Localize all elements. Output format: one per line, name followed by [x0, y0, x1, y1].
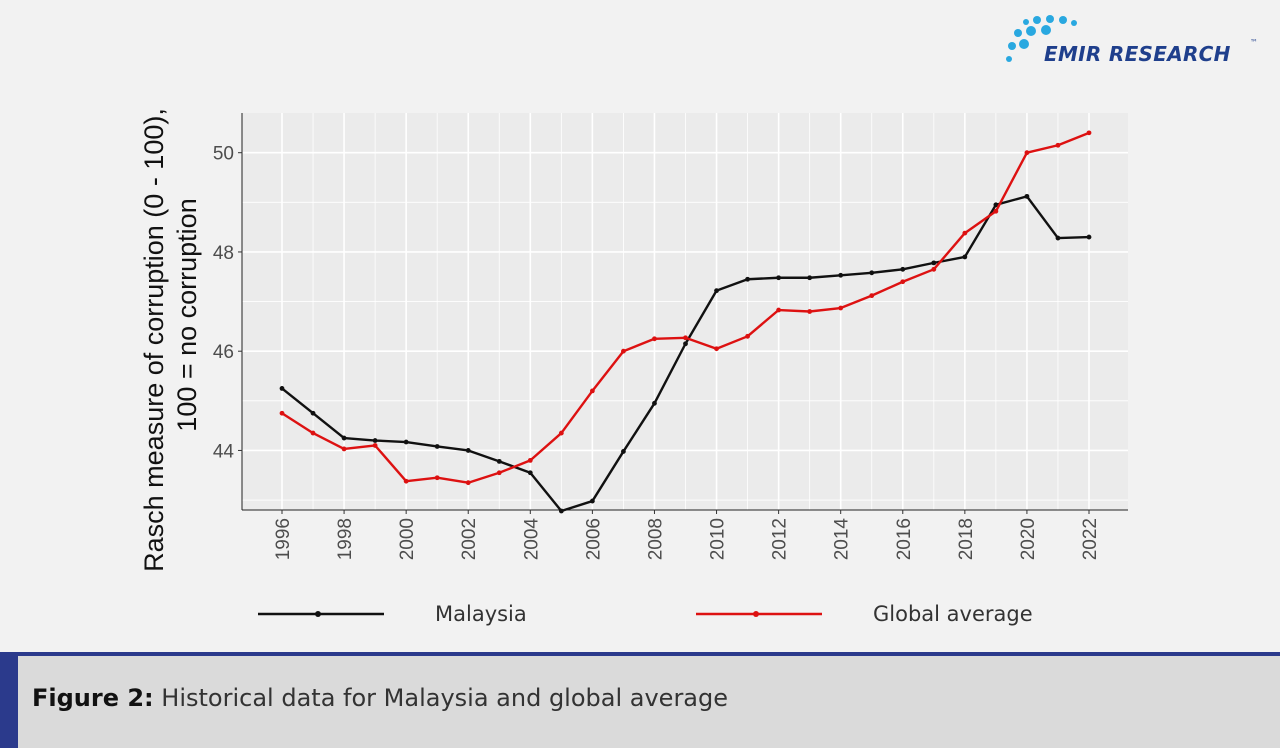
series	[279, 130, 1092, 514]
data-point-malaysia	[589, 498, 595, 504]
data-point-malaysia	[869, 270, 875, 276]
x-tick-label: 2022	[1080, 518, 1101, 560]
y-tick-label: 50	[213, 144, 234, 165]
data-point-global-average	[807, 309, 813, 314]
x-tick-label: 2016	[894, 518, 915, 560]
data-point-global-average	[776, 307, 782, 313]
data-point-malaysia	[838, 272, 844, 278]
data-point-global-average	[869, 293, 875, 299]
data-point-global-average	[279, 410, 285, 416]
axes	[241, 113, 1128, 511]
brand-logo: EMIR RESEARCH ™	[1004, 14, 1264, 74]
data-point-malaysia	[993, 202, 999, 208]
x-tick-label: 2018	[956, 518, 977, 560]
x-tick-label: 2014	[832, 518, 853, 561]
legend-marker-malaysia	[315, 611, 321, 617]
data-point-malaysia	[310, 410, 316, 416]
data-point-global-average	[589, 388, 595, 394]
plot-area	[242, 113, 1128, 510]
data-point-global-average	[745, 333, 750, 339]
data-point-malaysia	[465, 448, 471, 453]
x-tick-label: 2004	[521, 518, 542, 561]
x-tick-label: 2008	[645, 518, 666, 560]
y-tick-label: 44	[213, 441, 235, 462]
data-point-global-average	[527, 457, 533, 463]
x-tick-label: 2012	[770, 518, 791, 560]
data-point-global-average	[962, 230, 968, 236]
data-point-malaysia	[496, 458, 502, 464]
data-point-global-average	[838, 305, 844, 311]
plot-background	[242, 113, 1128, 510]
data-point-global-average	[993, 208, 999, 214]
data-point-malaysia	[931, 260, 937, 266]
figure-caption: Figure 2: Historical data for Malaysia a…	[32, 684, 728, 712]
legend-label-global-average: Global average	[873, 602, 1033, 626]
data-point-global-average	[465, 480, 471, 486]
data-point-malaysia	[527, 470, 533, 476]
data-point-global-average	[1086, 130, 1092, 136]
data-point-malaysia	[683, 341, 688, 347]
y-axis-label-line2: 100 = no corruption	[172, 198, 202, 431]
x-tick-label: 1996	[273, 518, 294, 560]
data-point-global-average	[652, 336, 657, 342]
data-point-global-average	[900, 279, 906, 285]
tick-labels: 44 46 48 50 1996 1998 2000 2002 2004 2006 2008 2010…	[213, 144, 1101, 561]
data-point-global-average	[496, 470, 502, 476]
caption-accent	[0, 656, 18, 748]
data-point-global-average	[310, 430, 316, 436]
data-point-malaysia	[341, 435, 347, 441]
line-chart: 44 46 48 50 1996 1998 2000 2002 2004 2006 2008 2010…	[139, 108, 1128, 626]
data-point-global-average	[683, 335, 688, 341]
grid	[242, 113, 1128, 510]
x-tick-label: 1998	[335, 518, 356, 560]
caption-description: Historical data for Malaysia and global …	[161, 684, 729, 712]
brand-trademark: ™	[1250, 38, 1258, 47]
data-point-global-average	[372, 443, 378, 448]
data-point-malaysia	[776, 275, 782, 281]
x-tick-label: 2002	[459, 518, 480, 560]
data-point-malaysia	[652, 400, 657, 406]
data-point-global-average	[341, 446, 347, 452]
data-point-malaysia	[434, 444, 440, 449]
x-tick-label: 2020	[1018, 518, 1039, 560]
data-point-malaysia	[372, 438, 378, 443]
data-point-malaysia	[745, 276, 750, 282]
y-tick-label: 48	[213, 243, 234, 264]
data-point-global-average	[1024, 150, 1030, 156]
data-point-malaysia	[1055, 235, 1061, 241]
caption-label: Figure 2:	[32, 684, 154, 712]
data-point-global-average	[714, 346, 719, 352]
y-tick-label: 46	[213, 342, 234, 363]
data-point-global-average	[1055, 142, 1061, 148]
x-tick-label: 2000	[397, 518, 418, 560]
data-point-malaysia	[403, 439, 409, 445]
legend-marker-global-average	[753, 611, 759, 617]
data-point-malaysia	[962, 254, 968, 260]
data-point-malaysia	[900, 266, 906, 272]
figure-caption-bar: Figure 2: Historical data for Malaysia a…	[0, 652, 1280, 748]
data-point-global-average	[558, 430, 564, 436]
y-axis-label-line1: Rasch measure of corruption (0 - 100),	[139, 108, 169, 572]
x-tick-label: 2006	[583, 518, 604, 560]
data-point-malaysia	[1086, 234, 1092, 240]
data-point-malaysia	[1024, 193, 1030, 199]
data-point-global-average	[621, 348, 626, 354]
data-point-global-average	[434, 475, 440, 481]
data-point-global-average	[931, 266, 937, 272]
x-tick-label: 2010	[708, 518, 729, 560]
data-point-malaysia	[714, 288, 719, 294]
logo-dots-icon	[1006, 15, 1077, 62]
brand-name: EMIR RESEARCH	[1044, 42, 1231, 66]
legend-label-malaysia: Malaysia	[435, 602, 527, 626]
legend: Malaysia Global average	[258, 602, 1033, 626]
data-point-malaysia	[807, 275, 813, 281]
data-point-malaysia	[558, 508, 564, 514]
data-point-malaysia	[621, 449, 626, 454]
data-point-global-average	[403, 478, 409, 484]
data-point-malaysia	[279, 386, 285, 391]
